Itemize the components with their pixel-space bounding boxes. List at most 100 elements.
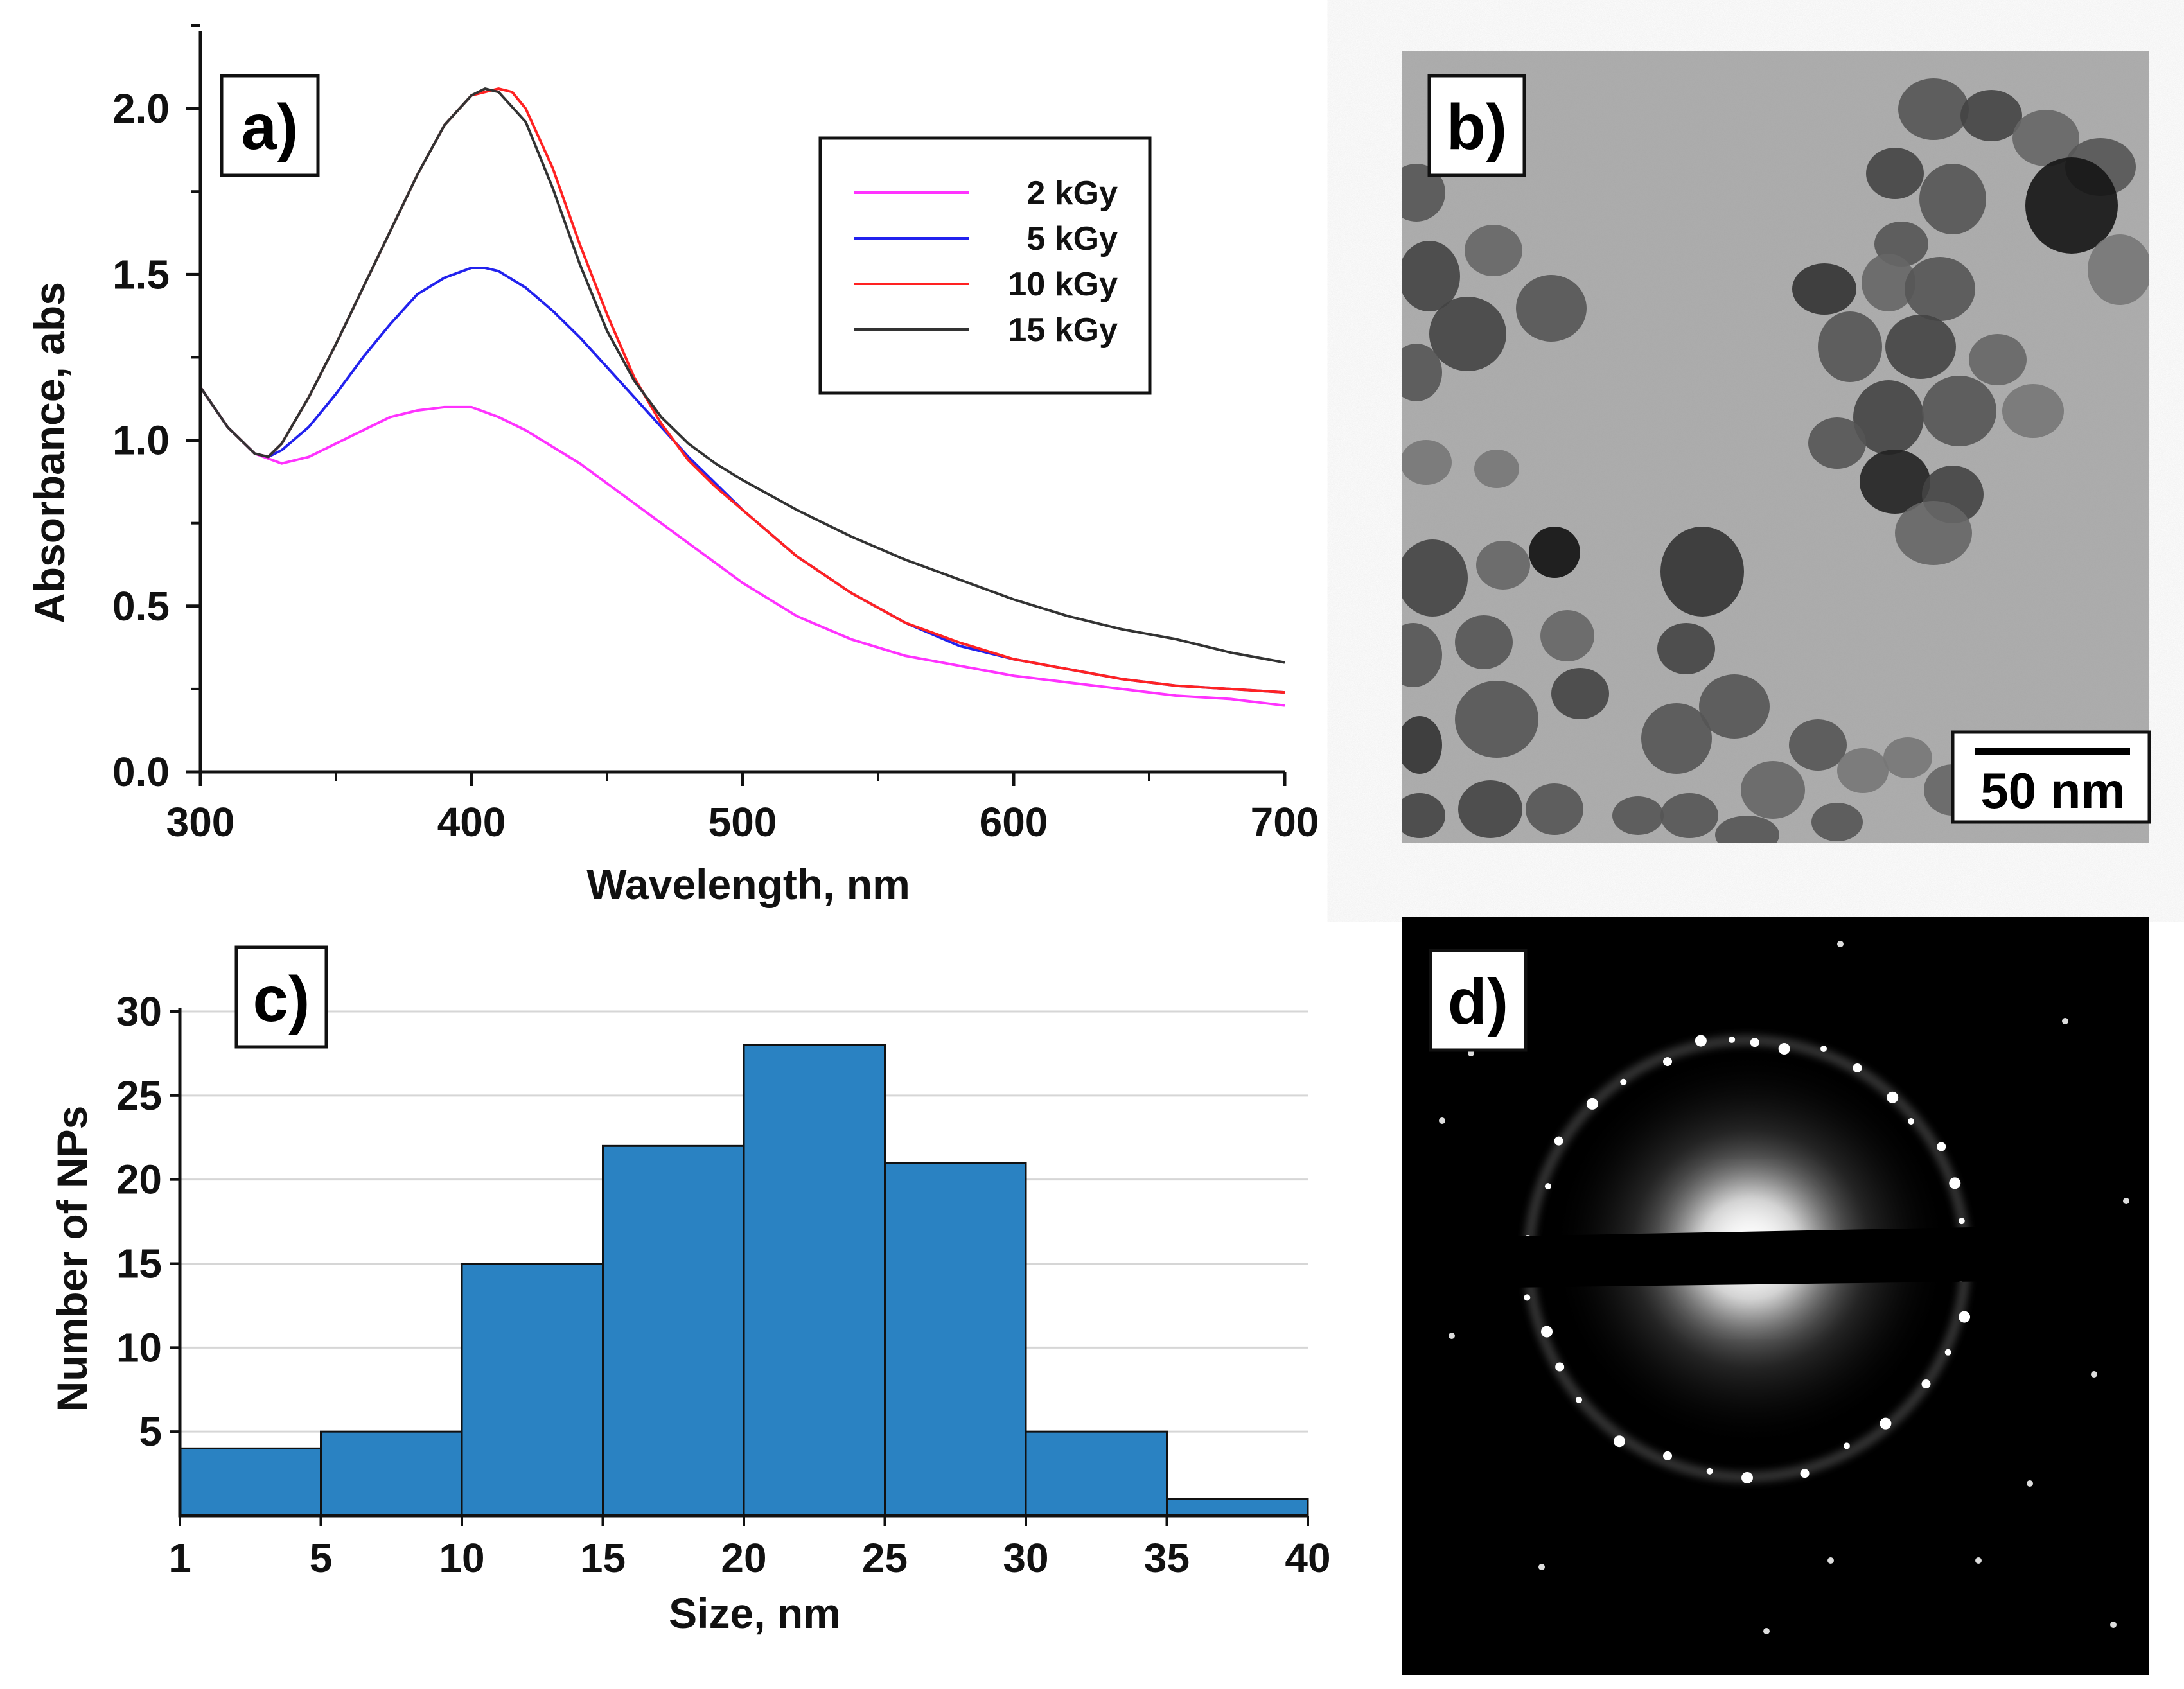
diffraction-spot bbox=[1880, 1417, 1892, 1430]
tem-particle bbox=[1455, 615, 1513, 669]
tem-particle bbox=[1866, 148, 1924, 199]
histogram-bar bbox=[1166, 1498, 1309, 1517]
diffraction-spot bbox=[1555, 1362, 1565, 1372]
scale-bar-label: 50 nm bbox=[1980, 762, 2125, 819]
diffraction-spot bbox=[1949, 1177, 1961, 1189]
tem-particle bbox=[1715, 816, 1779, 843]
histogram-x-tick-label: 15 bbox=[580, 1535, 626, 1581]
diffraction-spot bbox=[2027, 1480, 2033, 1487]
tem-particle bbox=[2012, 110, 2079, 166]
diffraction-spot bbox=[1620, 1078, 1627, 1085]
diffraction-spot bbox=[2062, 1018, 2068, 1024]
histogram-axes bbox=[178, 1008, 1308, 1518]
tem-particle bbox=[1789, 719, 1847, 771]
histogram-x-tick-label: 35 bbox=[1144, 1535, 1190, 1581]
diffraction-spot bbox=[2123, 1198, 2129, 1204]
tem-particle bbox=[1474, 450, 1519, 488]
tem-particle bbox=[1960, 90, 2022, 141]
absorbance-x-axis-title: Wavelength, nm bbox=[586, 861, 910, 908]
tem-particle bbox=[1476, 541, 1530, 590]
tem-particle bbox=[1402, 344, 1442, 401]
diffraction-spot bbox=[1663, 1451, 1673, 1460]
diffraction-spot bbox=[1853, 1063, 1862, 1072]
absorbance-y-tick-label: 2.0 bbox=[112, 85, 170, 132]
absorbance-chart-ticks: 300 400 500 600 700 0.0 0.5 1.0 1.5 2.0 bbox=[112, 24, 1319, 845]
tem-particle bbox=[1808, 417, 1866, 469]
diffraction-spot bbox=[1449, 1333, 1455, 1339]
tem-particle bbox=[1862, 254, 1915, 311]
tem-particle bbox=[1402, 793, 1445, 838]
absorbance-x-tick-label: 500 bbox=[709, 799, 777, 845]
histogram-x-axis-title: Size, nm bbox=[669, 1589, 841, 1637]
legend-label: 5 kGy bbox=[1026, 220, 1118, 258]
tem-particle bbox=[1885, 315, 1956, 379]
diffraction-spot bbox=[1763, 1628, 1770, 1634]
tem-particle bbox=[2002, 384, 2064, 438]
diffraction-spot bbox=[1958, 1218, 1965, 1225]
histogram-y-axis-title: Number of NPs bbox=[48, 1106, 96, 1412]
diffraction-spot bbox=[1975, 1557, 1982, 1564]
tem-particle bbox=[1529, 527, 1580, 578]
tem-particle bbox=[1741, 761, 1805, 819]
tem-particle bbox=[1792, 263, 1856, 315]
absorbance-x-tick-label: 400 bbox=[437, 799, 506, 845]
panel-d-label: d) bbox=[1448, 966, 1508, 1038]
diffraction-spot bbox=[1554, 1136, 1563, 1146]
diffraction-spot bbox=[1729, 1036, 1736, 1043]
tem-particle bbox=[2088, 234, 2149, 305]
panel-a-label: a) bbox=[242, 91, 299, 163]
absorbance-x-tick-label: 600 bbox=[980, 799, 1048, 845]
diffraction-spot bbox=[1800, 1469, 1810, 1478]
histogram-x-tick-label: 40 bbox=[1285, 1535, 1330, 1581]
legend-label: 10 kGy bbox=[1008, 266, 1118, 303]
histogram-bars bbox=[179, 1044, 1309, 1517]
histogram-y-tick-label: 20 bbox=[116, 1157, 162, 1203]
diffraction-spot bbox=[1524, 1294, 1531, 1301]
absorbance-chart-axes bbox=[198, 31, 1285, 774]
absorbance-legend: 2 kGy 5 kGy 10 kGy 15 kGy bbox=[818, 136, 1152, 395]
diffraction-pattern: d) bbox=[1402, 917, 2149, 1675]
tem-particles bbox=[1402, 78, 2149, 843]
diffraction-spot bbox=[1937, 1142, 1946, 1151]
histogram-y-tick-label: 25 bbox=[116, 1072, 162, 1119]
histogram-x-tick-label: 5 bbox=[310, 1535, 333, 1581]
diffraction-spot bbox=[1887, 1091, 1899, 1103]
diffraction-spot bbox=[1843, 1442, 1850, 1449]
legend-frame bbox=[818, 136, 1152, 395]
diffraction-spot bbox=[1778, 1043, 1790, 1055]
tem-particle bbox=[1699, 674, 1770, 739]
diffraction-spot bbox=[1959, 1311, 1971, 1323]
tem-particle bbox=[1919, 164, 1986, 234]
tem-particle bbox=[1402, 164, 1445, 222]
series-line-15-kgy bbox=[200, 87, 1285, 664]
tem-particle bbox=[1402, 241, 1460, 311]
tem-particle bbox=[1660, 527, 1744, 617]
tem-particle bbox=[1811, 803, 1863, 841]
beam-stop bbox=[1510, 1227, 2004, 1288]
diffraction-spot bbox=[1544, 1183, 1551, 1190]
tem-particle bbox=[1612, 796, 1664, 835]
diffraction-spot bbox=[1695, 1035, 1707, 1047]
diffraction-spot bbox=[1706, 1467, 1713, 1475]
diffraction-spot bbox=[1586, 1098, 1598, 1110]
tem-particle bbox=[1455, 681, 1538, 758]
tem-particle bbox=[1883, 737, 1932, 778]
histogram-y-tick-label: 10 bbox=[116, 1324, 162, 1370]
tem-particle bbox=[1860, 450, 1930, 514]
absorbance-y-tick-label: 0.0 bbox=[112, 749, 170, 795]
legend-label: 2 kGy bbox=[1026, 175, 1118, 212]
histogram-x-tick-label: 30 bbox=[1003, 1535, 1048, 1581]
histogram-bar bbox=[320, 1430, 463, 1517]
histogram-x-tick-label: 10 bbox=[439, 1535, 484, 1581]
diffraction-spot bbox=[1820, 1045, 1827, 1052]
tem-particle bbox=[1402, 539, 1468, 617]
panel-c-label: c) bbox=[253, 963, 310, 1035]
diffraction-spot bbox=[1944, 1349, 1951, 1356]
diffraction-spot bbox=[1837, 941, 1844, 947]
panel-b-label-box bbox=[1427, 74, 1526, 177]
histogram-y-tick-label: 5 bbox=[139, 1408, 162, 1455]
diffraction-spot bbox=[1741, 1472, 1753, 1483]
histogram-bar bbox=[461, 1263, 604, 1517]
